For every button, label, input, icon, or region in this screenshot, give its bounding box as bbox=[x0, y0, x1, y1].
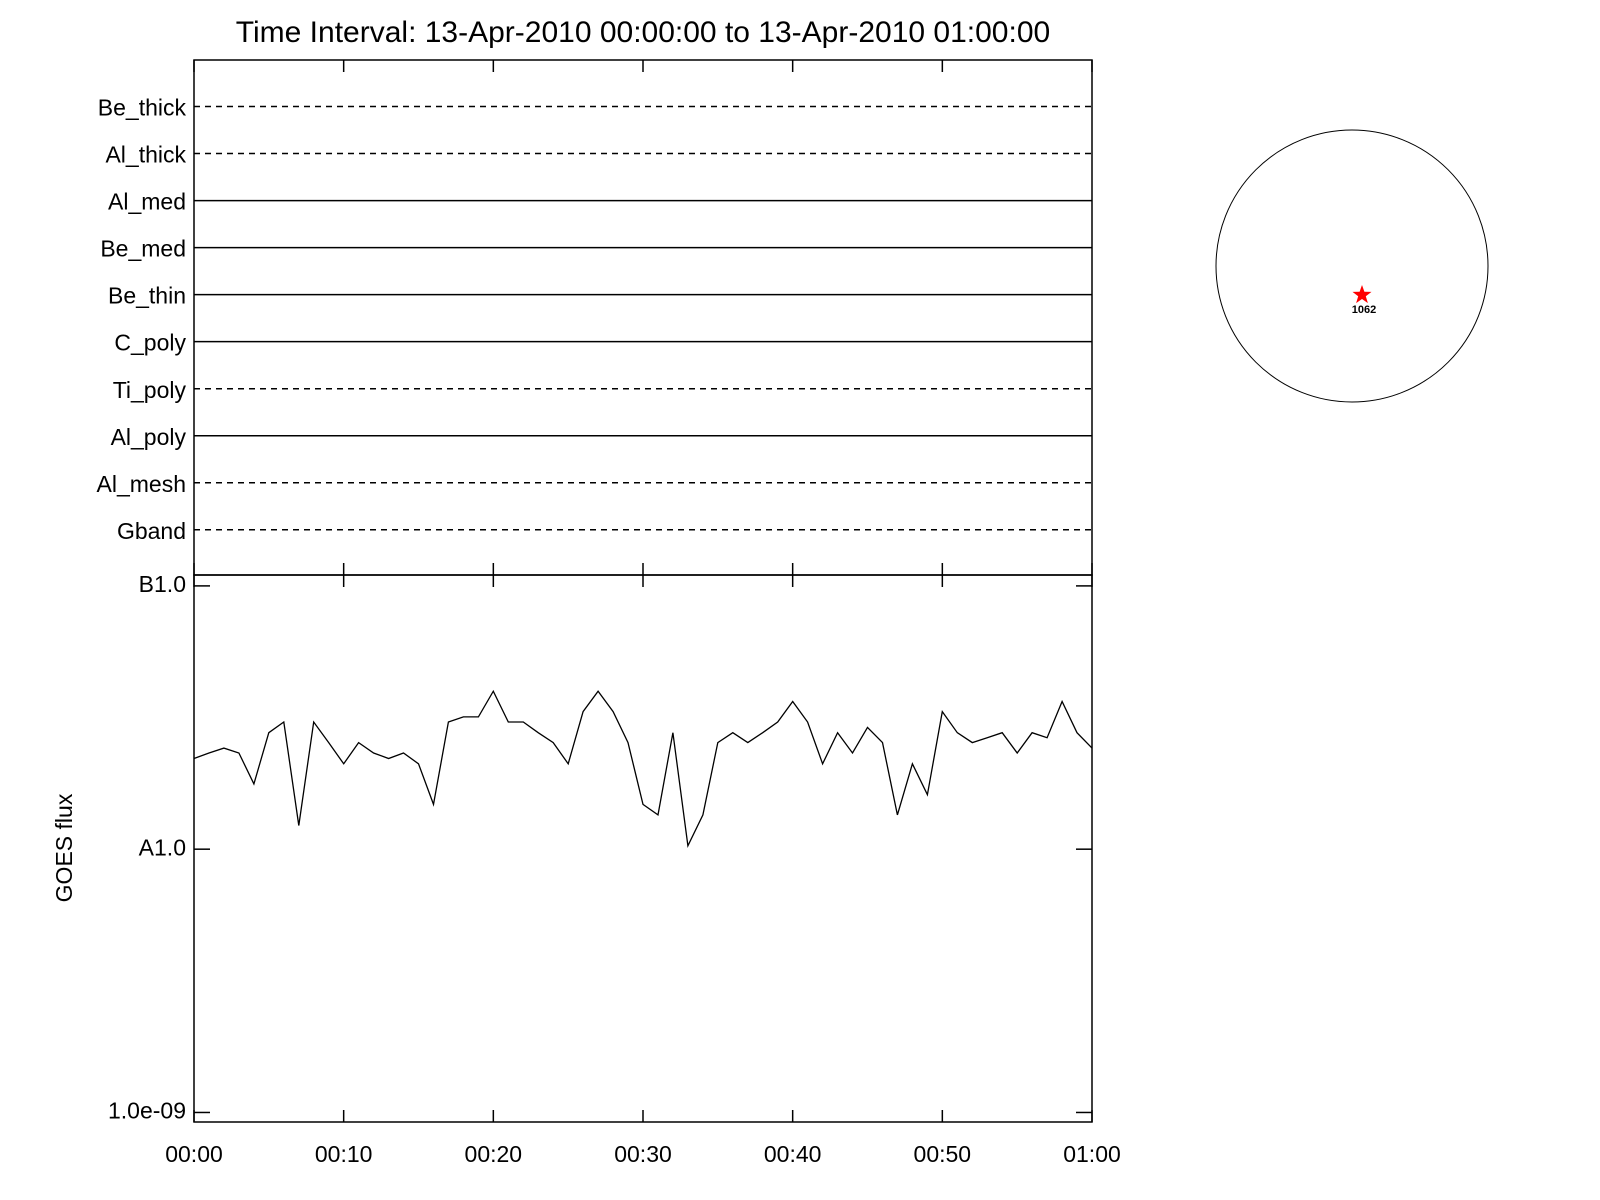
region-label: 1062 bbox=[1352, 304, 1376, 316]
channel-label: Gband bbox=[117, 518, 186, 544]
x-tick-label: 00:50 bbox=[914, 1141, 972, 1167]
channel-label: Al_thick bbox=[105, 142, 186, 168]
y-tick-label: 1.0e-09 bbox=[108, 1098, 186, 1124]
y-tick-label: B1.0 bbox=[139, 571, 186, 597]
y-axis-label: GOES flux bbox=[51, 793, 77, 902]
channel-label: Be_med bbox=[100, 236, 186, 262]
chart-title: Time Interval: 13-Apr-2010 00:00:00 to 1… bbox=[236, 16, 1050, 49]
channel-label: Be_thin bbox=[108, 283, 186, 309]
top-panel-frame bbox=[193, 59, 1093, 576]
channel-label: Al_med bbox=[108, 189, 186, 215]
x-tick-label: 00:40 bbox=[764, 1141, 822, 1167]
x-tick-label: 00:10 bbox=[315, 1141, 373, 1167]
channel-label: Ti_poly bbox=[113, 377, 187, 403]
solar-disk bbox=[1215, 129, 1489, 403]
bottom-panel-frame bbox=[193, 574, 1093, 1123]
goes-line bbox=[193, 689, 1093, 849]
x-tick-label: 00:20 bbox=[465, 1141, 523, 1167]
y-tick-label: A1.0 bbox=[139, 834, 186, 860]
channel-label: C_poly bbox=[114, 330, 186, 356]
channel-label: Al_poly bbox=[111, 424, 187, 450]
channel-label: Be_thick bbox=[98, 95, 187, 121]
region-marker bbox=[1352, 285, 1372, 304]
channel-label: Al_mesh bbox=[97, 471, 186, 497]
x-tick-label: 00:00 bbox=[165, 1141, 223, 1167]
x-tick-label: 00:30 bbox=[614, 1141, 672, 1167]
x-tick-label: 01:00 bbox=[1063, 1141, 1121, 1167]
